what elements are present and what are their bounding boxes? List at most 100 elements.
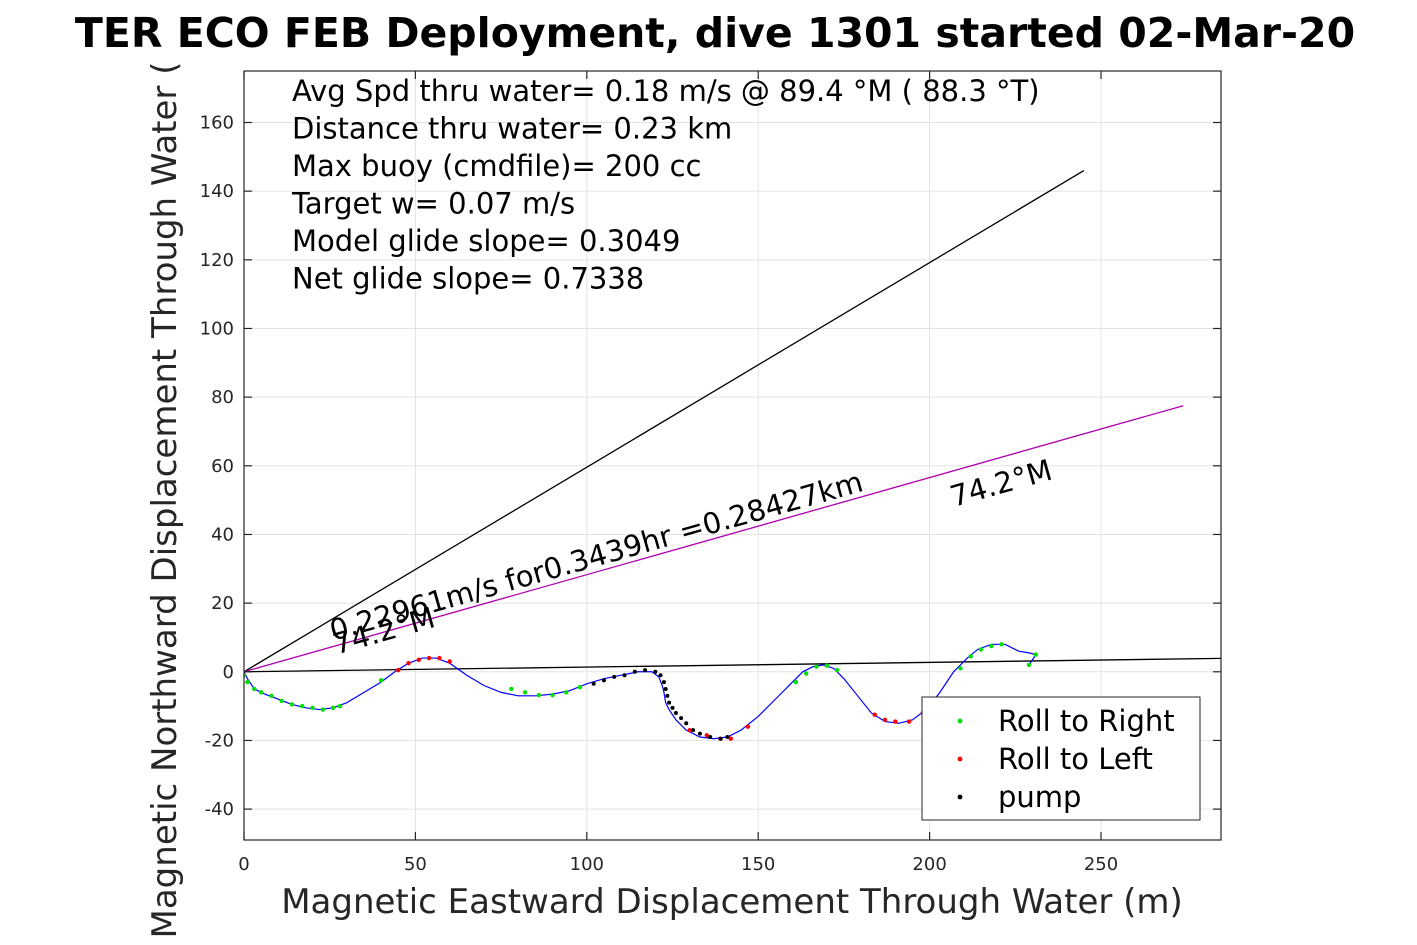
roll-right-point [968,654,973,659]
roll-right-point [999,642,1004,647]
roll-right-point [814,664,819,669]
legend-label: pump [998,780,1081,814]
pump-point [725,735,730,740]
legend: Roll to Right Roll to Left pump [921,696,1201,821]
x-tick-label: 0 [238,854,249,875]
roll-right-point [320,707,326,712]
pump-point [708,735,713,740]
roll-left-point [893,719,898,724]
pump-point [665,693,670,698]
y-tick-label: -20 [205,730,234,751]
pump-point [663,686,668,691]
roll-right-point [536,692,542,698]
pump-point [697,731,702,736]
roll-right-point [804,671,809,676]
roll-right-point [509,686,514,692]
y-tick-label: 80 [211,387,234,408]
roll-left-point [396,667,401,673]
reference-line-2 [244,657,1221,673]
pump-point [653,669,658,674]
chart-title: TER ECO FEB Deployment, dive 1301 starte… [75,9,1355,57]
roll-right-point [300,703,305,709]
pump-point [601,678,606,683]
roll-left-point [437,655,442,661]
y-tick-label: 60 [211,456,234,477]
pump-point [591,681,596,686]
plot-content [244,169,1221,741]
roll-right-point [258,690,264,695]
y-tick-label: 100 [200,318,234,339]
line-annotation: 74.2°M [946,453,1055,514]
pump-point [684,721,689,726]
roll-left-point [416,657,422,662]
axes: 0 50 100 150 200 250 -40 -20 0 20 40 60 80 100 120 140 1… [200,70,1222,875]
roll-right-point [1033,652,1039,657]
roll-left-point [687,727,692,733]
roll-right-point [550,692,555,698]
pump-point [673,710,678,715]
roll-right-point [564,690,569,695]
roll-right-point [522,690,528,695]
x-tick-label: 200 [912,854,946,875]
roll-right-point [978,647,984,652]
glider-track-line [244,643,1037,740]
pump-point [658,673,663,678]
pump-point [691,728,696,733]
info-line: Distance thru water= 0.23 km [292,112,732,146]
reference-line-0 [244,169,1085,673]
legend-marker [957,794,963,800]
roll-right-point [958,666,963,671]
roll-right-point [989,643,994,649]
pump-point [612,674,617,679]
roll-right-point [378,678,384,683]
roll-right-point [577,685,583,690]
roll-left-point [882,717,888,723]
y-tick-label: 20 [211,593,234,614]
grid [243,71,1221,840]
pump-point [679,716,684,721]
x-tick-label: 250 [1084,854,1118,875]
reference-line-1 [244,405,1184,673]
roll-right-point [252,686,257,692]
roll-right-point [289,702,295,707]
roll-left-point [906,719,912,724]
y-tick-label: 40 [211,524,234,545]
roll-right-point [310,705,315,711]
info-line: Max buoy (cmdfile)= 200 cc [292,149,701,183]
roll-right-point [245,679,250,685]
y-tick-label: -40 [205,799,234,820]
pump-point [670,705,675,710]
roll-right-point [337,703,343,709]
y-axis-label: Magnetic Northward Displacement Through … [145,62,185,939]
roll-right-point [834,667,840,673]
roll-left-point [728,736,733,741]
y-tick-label: 120 [200,250,234,271]
x-tick-label: 150 [741,854,775,875]
pump-point [622,673,627,678]
roll-right-point [824,663,829,668]
plot-frame [243,70,1222,841]
pump-point [632,669,637,674]
pump-point [718,736,723,741]
y-tick-label: 0 [223,662,234,683]
legend-label: Roll to Left [998,742,1153,776]
legend-marker [957,756,963,762]
x-tick-label: 50 [404,854,427,875]
info-line: Avg Spd thru water= 0.18 m/s @ 89.4 °M (… [292,74,1040,108]
roll-right-point [1026,662,1032,668]
roll-left-point [447,659,452,664]
legend-box [921,696,1201,821]
roll-left-point [704,733,709,738]
roll-left-point [872,712,877,717]
roll-right-point [279,698,284,704]
legend-label: Roll to Right [998,704,1175,738]
info-line: Model glide slope= 0.3049 [292,224,680,258]
roll-left-point [745,724,751,729]
roll-left-point [406,660,411,666]
pump-point [643,668,648,673]
info-line: Target w= 0.07 m/s [291,187,575,221]
y-tick-label: 160 [200,112,234,133]
roll-right-point [793,679,799,685]
y-tick-label: 140 [200,181,234,202]
